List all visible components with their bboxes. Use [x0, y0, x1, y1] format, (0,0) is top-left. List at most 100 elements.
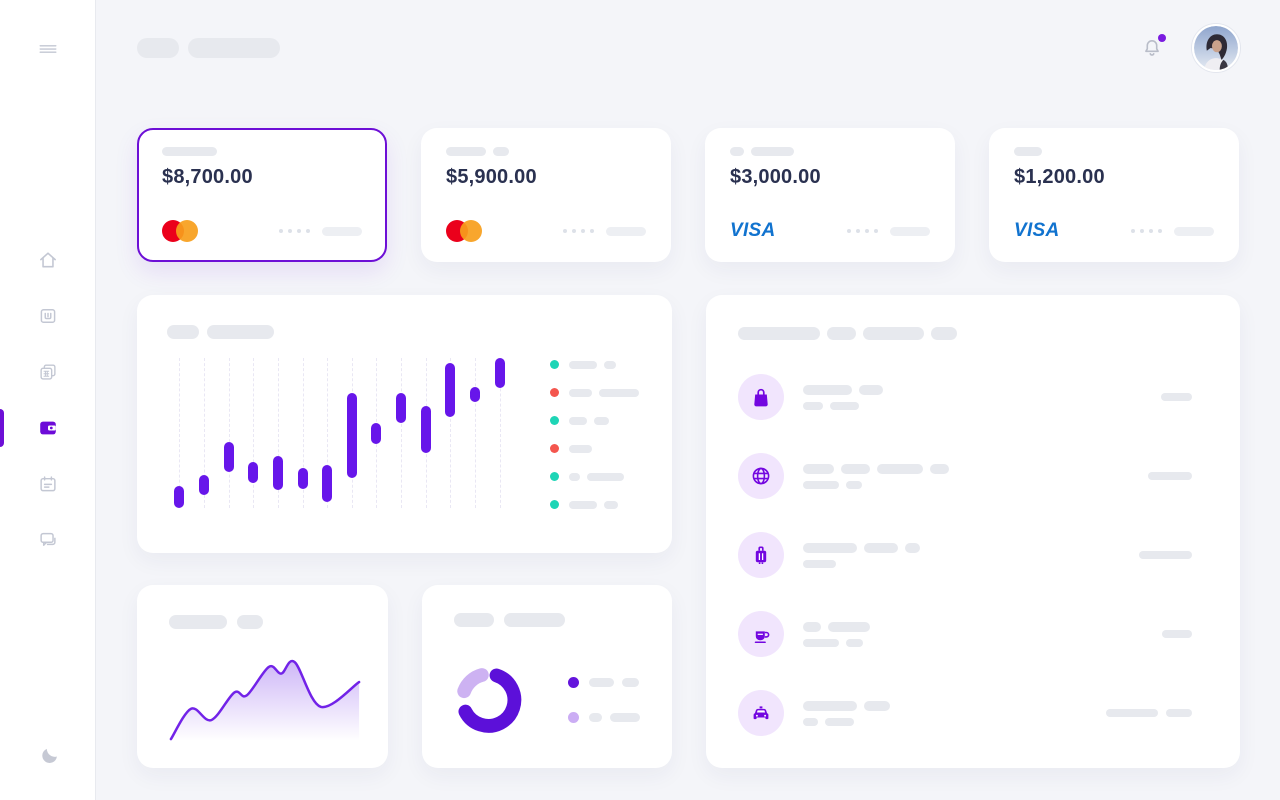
sidebar-item-calendar[interactable]	[37, 473, 59, 495]
trend-chart-card	[137, 585, 388, 768]
skeleton-pill	[803, 384, 852, 395]
user-avatar-photo	[1194, 26, 1238, 70]
skeleton-pill	[828, 621, 870, 632]
calendar-icon	[37, 473, 59, 495]
menu-icon[interactable]	[37, 38, 59, 60]
transaction-row[interactable]	[738, 690, 1208, 736]
account-card-3[interactable]: $3,000.00 VISA	[705, 128, 955, 262]
area-chart	[169, 659, 361, 741]
sidebar-item-calculator[interactable]	[37, 361, 59, 383]
sidebar-nav	[0, 249, 95, 551]
skeleton-pill	[589, 713, 602, 722]
card-title-skeleton	[1014, 147, 1214, 156]
skeleton-pill	[604, 360, 616, 369]
card-number-skeleton	[847, 226, 930, 236]
skeleton-pill	[738, 327, 820, 340]
chart-bar-column	[463, 358, 488, 508]
skeleton-pill	[569, 472, 580, 481]
coffee-icon	[738, 611, 784, 657]
transaction-row[interactable]	[738, 611, 1208, 657]
moon-icon[interactable]	[37, 745, 59, 767]
visa-logo: VISA	[1014, 220, 1060, 241]
card-balance: $5,900.00	[446, 166, 537, 188]
notification-dot	[1158, 34, 1166, 42]
sidebar-item-messages[interactable]	[37, 529, 59, 551]
card-brand-row	[446, 219, 646, 243]
skeleton-pill	[322, 226, 362, 236]
skeleton-pill	[167, 325, 199, 339]
avatar[interactable]	[1192, 24, 1240, 72]
skeleton-pill	[454, 613, 494, 627]
mastercard-logo	[162, 220, 198, 242]
chart-body	[167, 358, 642, 509]
activity-chart-card	[137, 295, 672, 553]
account-card-2[interactable]: $5,900.00	[421, 128, 671, 262]
transaction-text-skeleton	[803, 384, 883, 410]
home-icon	[37, 249, 59, 271]
chart-bar	[445, 362, 456, 417]
transaction-row[interactable]	[738, 374, 1208, 420]
card-balance: $8,700.00	[162, 166, 253, 188]
sidebar-item-wallet[interactable]	[37, 417, 59, 439]
right-column	[706, 295, 1240, 768]
skeleton-pill	[569, 416, 587, 425]
donut-legend-row	[568, 677, 640, 688]
donut-body	[454, 662, 640, 738]
sidebar-item-accounts[interactable]	[37, 305, 59, 327]
legend-row	[550, 500, 642, 509]
bell-icon[interactable]	[1140, 34, 1166, 60]
bank-icon	[37, 305, 59, 327]
legend-dot	[550, 388, 559, 397]
skeleton-pill	[594, 416, 609, 425]
card-number-skeleton	[563, 226, 646, 236]
legend-row	[550, 388, 642, 397]
sidebar	[0, 0, 95, 800]
skeleton-pill	[1162, 630, 1192, 638]
chart-bar-column	[167, 358, 192, 508]
skeleton-pill	[1106, 709, 1158, 717]
skeleton-pill	[730, 147, 744, 156]
skeleton-pill	[830, 401, 859, 410]
chart-bar	[346, 392, 357, 478]
active-nav-indicator	[0, 409, 4, 447]
transaction-row[interactable]	[738, 532, 1208, 578]
transaction-amount-skeleton	[1162, 630, 1192, 638]
luggage-icon	[738, 532, 784, 578]
transactions-card	[706, 295, 1240, 768]
legend-row	[550, 360, 642, 369]
skeleton-pill	[803, 717, 818, 726]
skeleton-pill	[931, 327, 957, 340]
cards-row: $8,700.00 $5,900.00 $3,000.00 VISA $1,200.00…	[137, 128, 1240, 262]
skeleton-pill	[446, 147, 486, 156]
transaction-text-skeleton	[803, 621, 870, 647]
donut-chart	[454, 662, 523, 738]
card-brand-row: VISA	[730, 219, 930, 243]
mastercard-logo	[446, 220, 482, 242]
skeleton-pill	[137, 38, 179, 58]
card-title-skeleton	[162, 147, 362, 156]
legend-dot	[550, 444, 559, 453]
account-card-1[interactable]: $8,700.00	[137, 128, 387, 262]
bell-glyph	[1140, 36, 1164, 60]
transaction-amount-skeleton	[1139, 551, 1192, 559]
transaction-text-skeleton	[803, 463, 949, 489]
shopping-bag-icon	[738, 374, 784, 420]
card-number-skeleton	[279, 226, 362, 236]
skeleton-pill	[589, 678, 614, 687]
legend-row	[550, 444, 642, 453]
bottom-row	[137, 585, 672, 768]
skeleton-pill	[846, 480, 862, 489]
skeleton-pill	[803, 700, 857, 711]
transaction-row[interactable]	[738, 453, 1208, 499]
skeleton-pill	[863, 327, 924, 340]
skeleton-pill	[803, 401, 823, 410]
account-card-4[interactable]: $1,200.00 VISA	[989, 128, 1239, 262]
donut-segment-1	[455, 667, 522, 733]
sidebar-item-home[interactable]	[37, 249, 59, 271]
donut-segment-2	[455, 667, 522, 733]
chart-bar	[322, 464, 333, 502]
skeleton-pill	[859, 384, 883, 395]
transaction-text-skeleton	[803, 700, 890, 726]
chart-bar	[198, 475, 209, 495]
chart-bar-column	[241, 358, 266, 508]
